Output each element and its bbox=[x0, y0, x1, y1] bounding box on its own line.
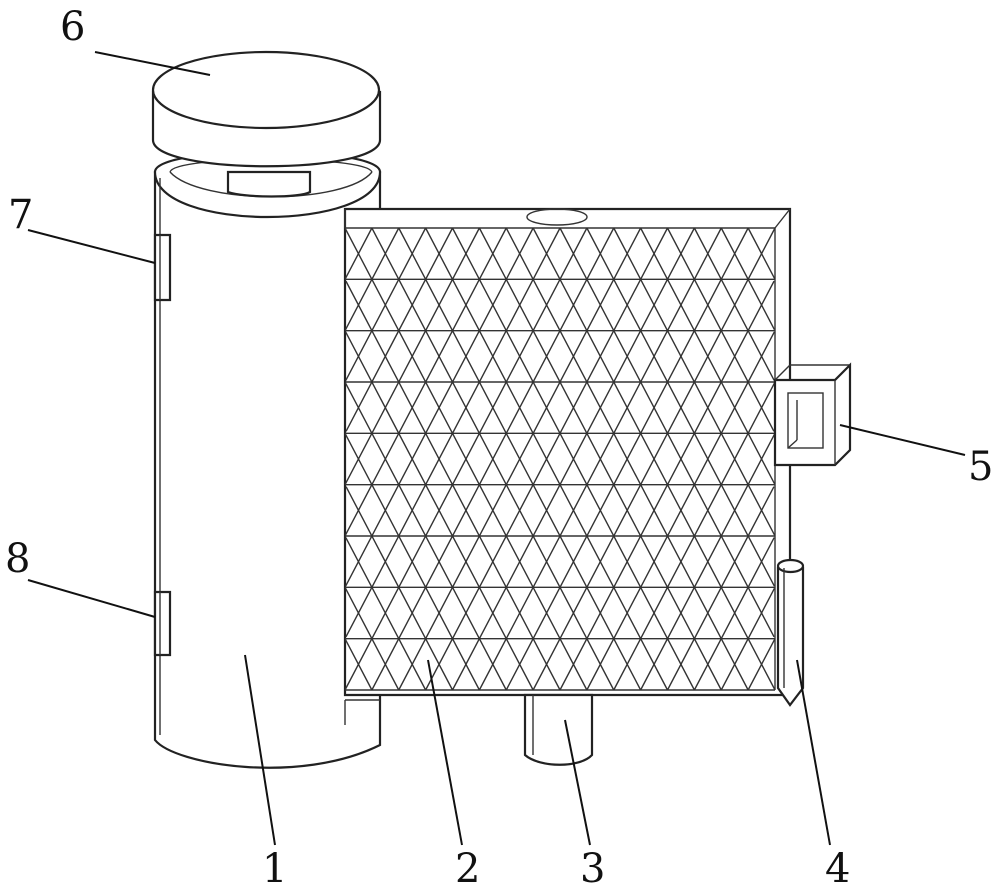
mesh-line bbox=[345, 486, 454, 691]
mesh-panel-2 bbox=[343, 207, 792, 697]
label-7: 7 bbox=[8, 192, 33, 238]
slot-7 bbox=[153, 233, 172, 302]
mesh-line bbox=[640, 433, 776, 691]
labels: 6 7 8 1 2 3 4 5 bbox=[5, 4, 993, 890]
outlet-3 bbox=[523, 693, 594, 766]
slot-8 bbox=[153, 590, 172, 657]
label-5: 5 bbox=[968, 444, 993, 490]
mesh-line bbox=[345, 227, 454, 432]
label-2: 2 bbox=[455, 846, 480, 890]
mesh-line bbox=[559, 227, 775, 638]
box-5 bbox=[773, 362, 852, 467]
label-4: 4 bbox=[825, 846, 850, 890]
mesh-line bbox=[747, 227, 776, 280]
leader-lines bbox=[27, 51, 966, 846]
rod-4 bbox=[776, 558, 805, 707]
cap-6 bbox=[151, 50, 382, 168]
label-3: 3 bbox=[580, 846, 605, 890]
mesh-line bbox=[586, 331, 775, 691]
mesh-line bbox=[640, 227, 776, 485]
mesh-line bbox=[345, 227, 561, 638]
label-6: 6 bbox=[60, 4, 85, 50]
mesh-line bbox=[693, 537, 775, 691]
mesh-line bbox=[720, 227, 776, 330]
label-8: 8 bbox=[5, 536, 30, 582]
label-1: 1 bbox=[262, 846, 287, 890]
triangle-mesh bbox=[344, 227, 776, 691]
mesh-line bbox=[666, 227, 775, 432]
mesh-line bbox=[345, 280, 561, 691]
mesh-line bbox=[720, 588, 776, 691]
mesh-line bbox=[559, 280, 775, 691]
mesh-line bbox=[586, 227, 775, 587]
mesh-line bbox=[693, 227, 775, 381]
mesh-line bbox=[747, 638, 776, 691]
mesh-line bbox=[666, 486, 775, 691]
